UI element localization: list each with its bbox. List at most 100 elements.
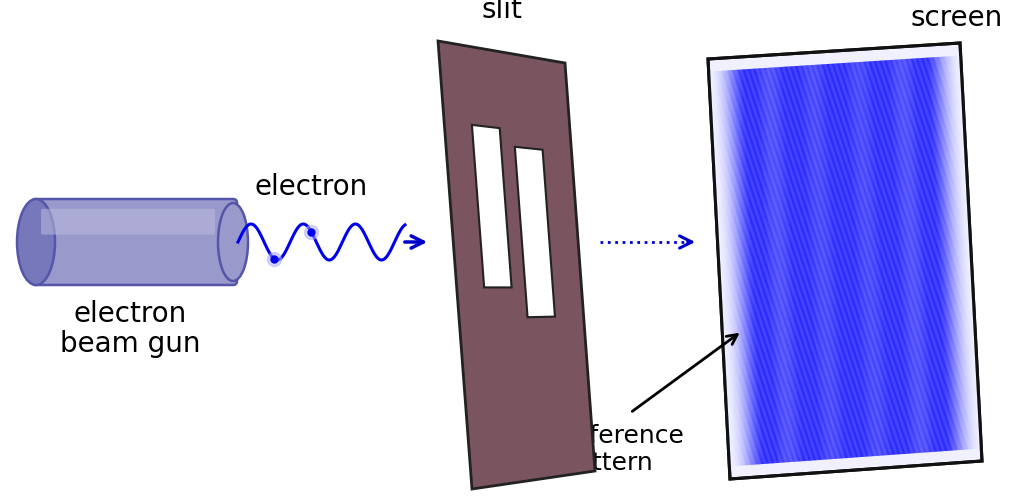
FancyBboxPatch shape	[32, 199, 237, 286]
Polygon shape	[722, 72, 743, 465]
Polygon shape	[717, 72, 738, 466]
Polygon shape	[749, 70, 770, 463]
Polygon shape	[894, 61, 915, 453]
Polygon shape	[787, 67, 809, 461]
Polygon shape	[791, 67, 812, 461]
Polygon shape	[887, 61, 908, 454]
Polygon shape	[728, 71, 750, 465]
Polygon shape	[901, 60, 923, 453]
Polygon shape	[906, 60, 928, 452]
Polygon shape	[959, 57, 981, 449]
Polygon shape	[774, 68, 796, 462]
Polygon shape	[891, 61, 912, 453]
Text: electron
beam gun: electron beam gun	[60, 300, 201, 358]
Polygon shape	[794, 67, 815, 460]
Polygon shape	[941, 58, 963, 450]
Polygon shape	[886, 61, 907, 454]
Polygon shape	[893, 61, 914, 453]
Polygon shape	[859, 63, 881, 456]
Polygon shape	[958, 57, 980, 449]
Polygon shape	[955, 57, 977, 449]
Polygon shape	[826, 65, 848, 458]
Polygon shape	[938, 58, 959, 450]
Polygon shape	[800, 67, 821, 460]
Polygon shape	[929, 59, 950, 451]
Polygon shape	[833, 65, 854, 457]
Text: double-
slit: double- slit	[450, 0, 554, 24]
Polygon shape	[739, 71, 761, 464]
Polygon shape	[957, 57, 979, 449]
Polygon shape	[885, 61, 906, 454]
Polygon shape	[861, 63, 883, 455]
Polygon shape	[878, 62, 899, 454]
Polygon shape	[868, 62, 890, 455]
Polygon shape	[838, 64, 859, 457]
Polygon shape	[723, 72, 744, 465]
Polygon shape	[846, 64, 867, 457]
Polygon shape	[762, 69, 783, 463]
Polygon shape	[905, 60, 927, 452]
Polygon shape	[776, 68, 798, 462]
Polygon shape	[945, 57, 967, 449]
Polygon shape	[869, 62, 891, 455]
Polygon shape	[852, 63, 873, 456]
Polygon shape	[925, 59, 946, 451]
Polygon shape	[720, 72, 741, 466]
Polygon shape	[802, 67, 823, 460]
Polygon shape	[956, 57, 978, 449]
Polygon shape	[835, 65, 856, 457]
Polygon shape	[836, 64, 857, 457]
Polygon shape	[818, 66, 840, 459]
Polygon shape	[935, 58, 956, 450]
Polygon shape	[820, 65, 842, 458]
Polygon shape	[734, 71, 756, 465]
Polygon shape	[812, 66, 834, 459]
Polygon shape	[872, 62, 894, 455]
Polygon shape	[934, 58, 955, 450]
Polygon shape	[781, 68, 803, 461]
Polygon shape	[765, 69, 786, 462]
Polygon shape	[852, 63, 873, 456]
Polygon shape	[821, 65, 843, 458]
Polygon shape	[721, 72, 742, 465]
Polygon shape	[931, 58, 952, 451]
Polygon shape	[798, 67, 819, 460]
Text: screen: screen	[910, 4, 1002, 32]
Polygon shape	[796, 67, 817, 460]
Polygon shape	[746, 70, 768, 464]
Polygon shape	[764, 69, 785, 462]
Polygon shape	[927, 59, 948, 451]
Polygon shape	[912, 60, 934, 452]
Polygon shape	[900, 60, 922, 453]
Polygon shape	[758, 69, 779, 463]
Polygon shape	[922, 59, 943, 451]
Polygon shape	[940, 58, 962, 450]
Polygon shape	[903, 60, 925, 453]
Polygon shape	[858, 63, 880, 456]
Polygon shape	[823, 65, 845, 458]
Polygon shape	[870, 62, 892, 455]
Polygon shape	[954, 57, 976, 449]
Polygon shape	[940, 58, 962, 450]
Polygon shape	[755, 70, 776, 463]
Polygon shape	[847, 64, 868, 456]
Polygon shape	[790, 67, 811, 461]
Polygon shape	[856, 63, 878, 456]
Polygon shape	[850, 64, 871, 456]
Polygon shape	[731, 71, 753, 465]
Polygon shape	[863, 63, 885, 455]
Polygon shape	[954, 57, 976, 449]
Polygon shape	[800, 67, 821, 460]
Polygon shape	[907, 60, 929, 452]
Polygon shape	[472, 126, 512, 288]
Polygon shape	[714, 72, 735, 466]
Polygon shape	[932, 58, 953, 450]
Polygon shape	[840, 64, 861, 457]
Polygon shape	[838, 64, 859, 457]
Polygon shape	[825, 65, 847, 458]
Polygon shape	[851, 63, 872, 456]
Polygon shape	[781, 68, 803, 461]
Ellipse shape	[17, 199, 55, 286]
Polygon shape	[915, 59, 937, 452]
Polygon shape	[890, 61, 911, 453]
